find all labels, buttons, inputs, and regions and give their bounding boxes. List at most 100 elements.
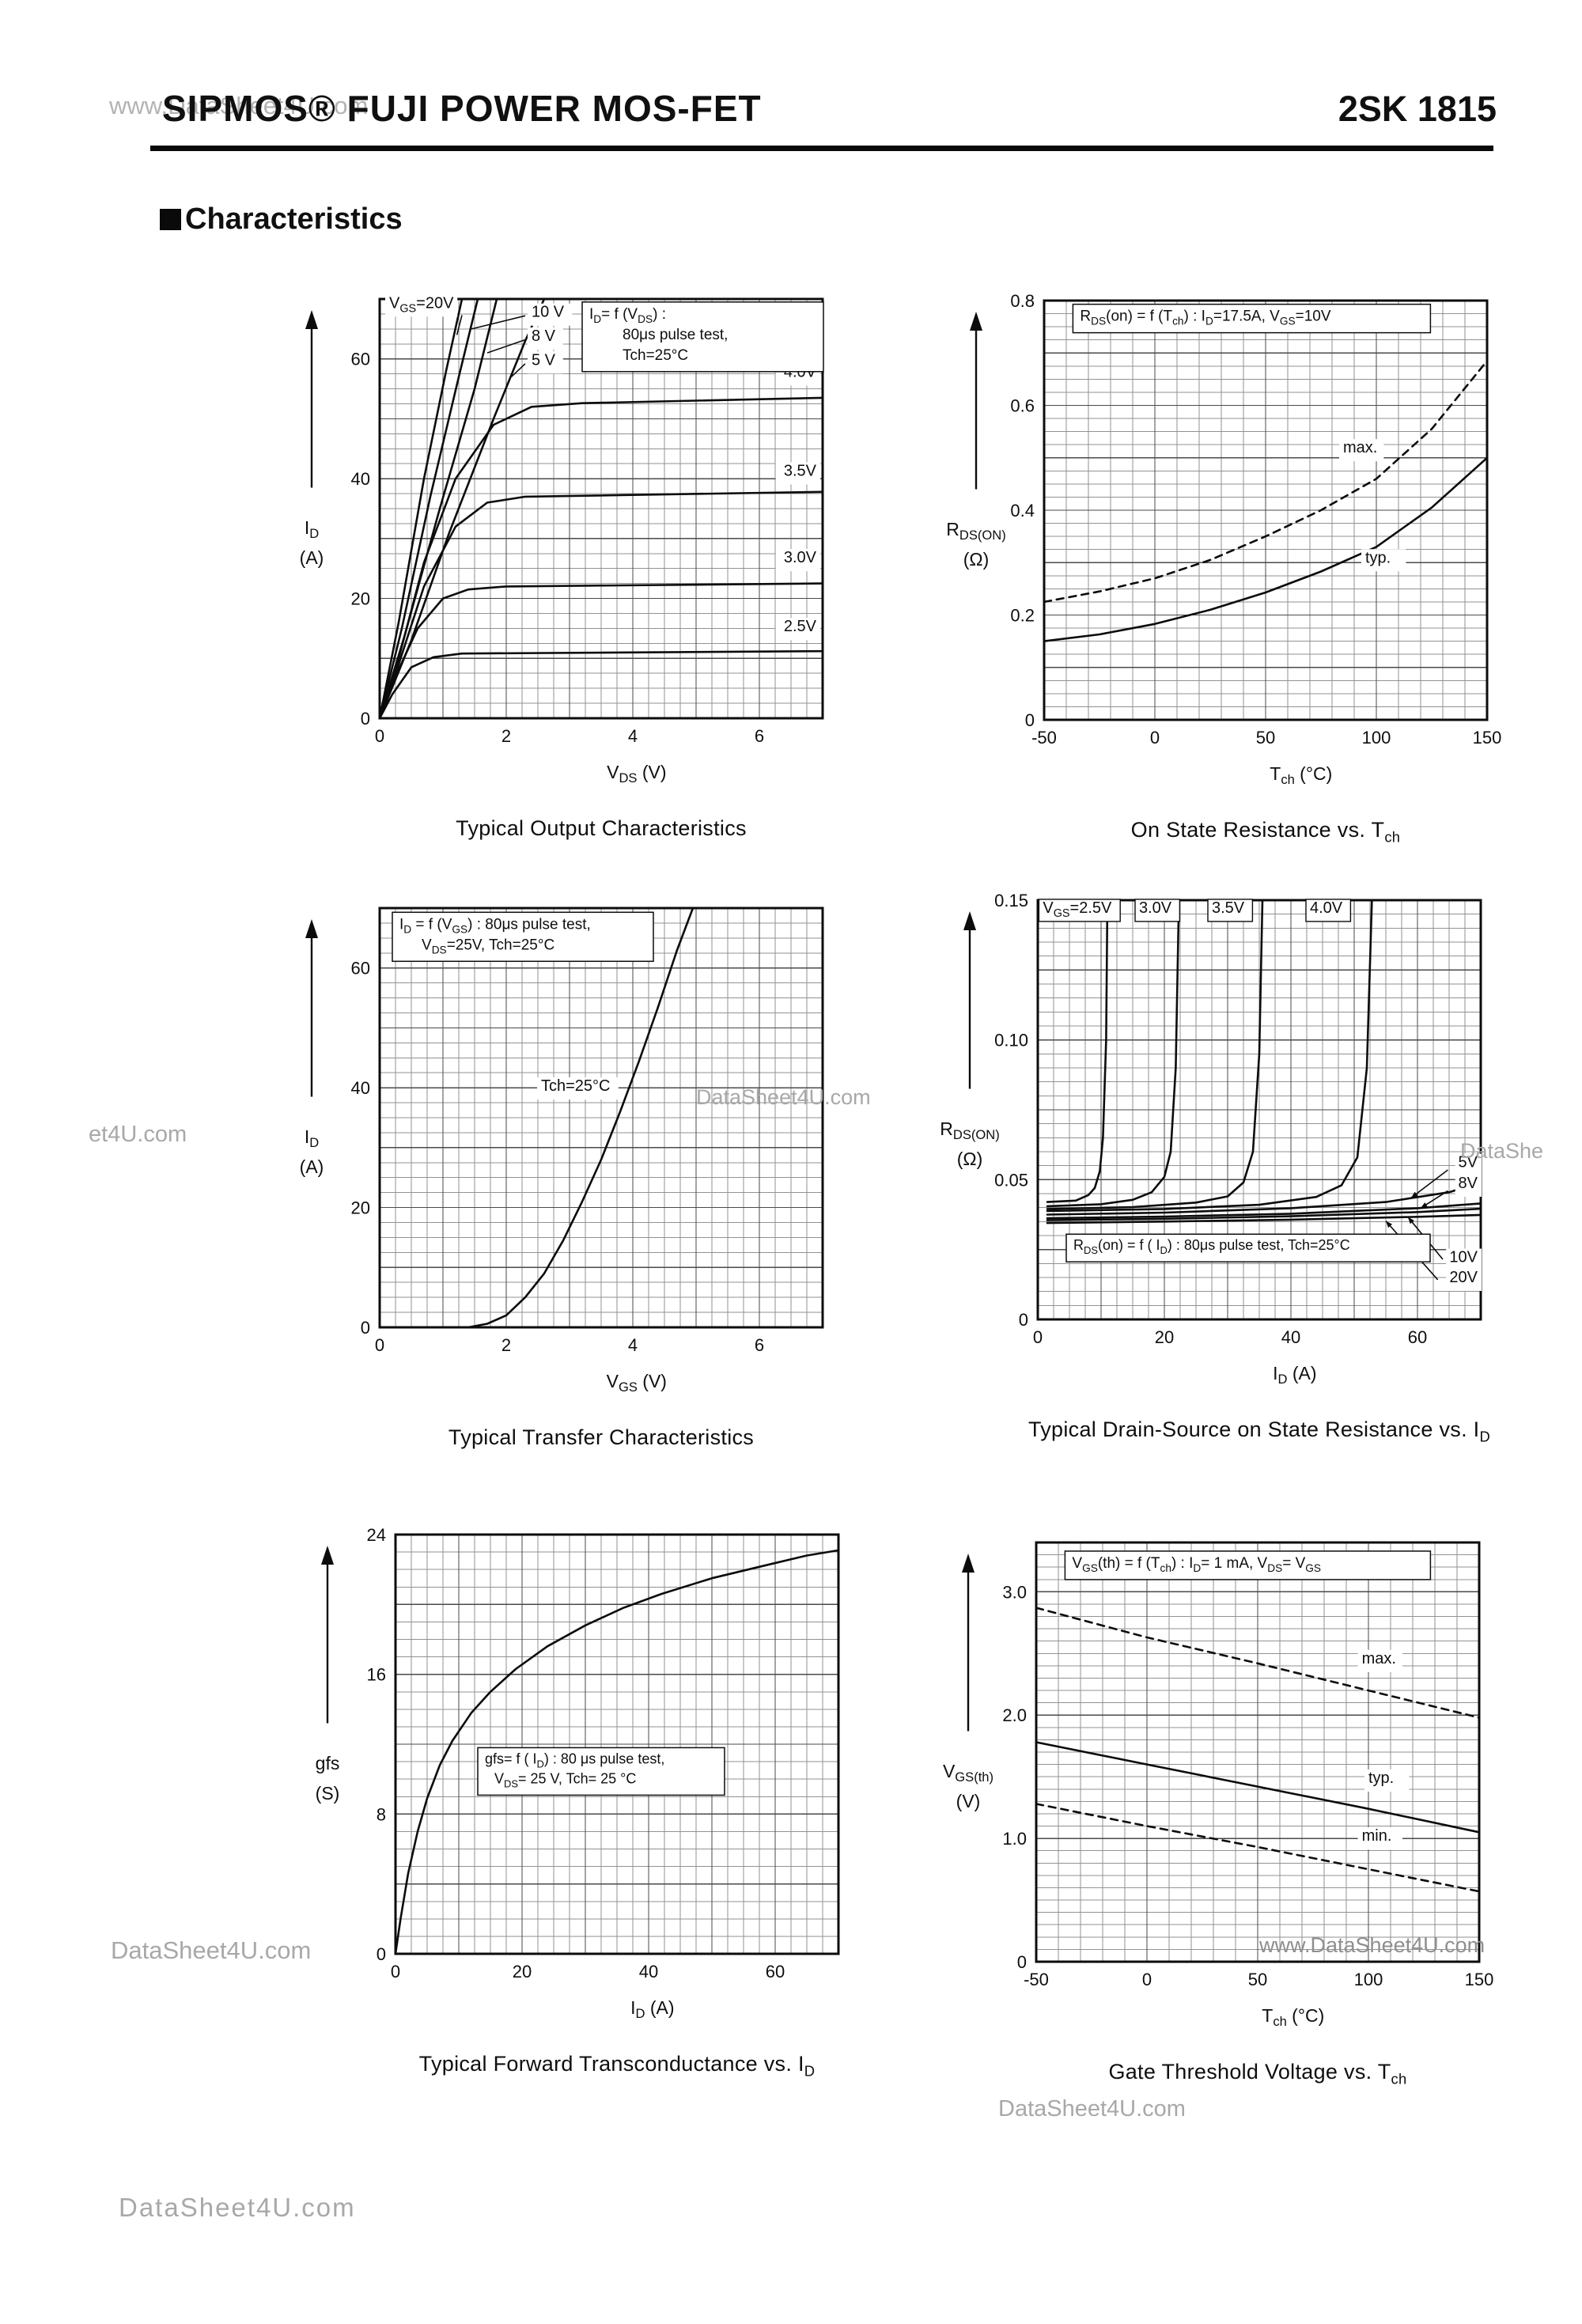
svg-text:ID: ID [305,1126,319,1150]
svg-text:VGS=2.5V: VGS=2.5V [1043,899,1112,920]
svg-text:Tch (°C): Tch (°C) [1262,2005,1324,2029]
svg-text:(Ω): (Ω) [963,549,990,570]
section-bullet-icon [160,209,181,230]
section-title: Characteristics [185,202,403,236]
chart-caption: Typical Transfer Characteristics [448,1425,755,1449]
svg-text:gfs: gfs [316,1753,340,1773]
svg-text:typ.: typ. [1365,549,1391,566]
chart-forward-transconductance: 0 20 40 60 0 8 16 24 gfs= f ( ID) : 80 μs pulse … [285,1503,889,2080]
chart-caption: Typical Forward Transconductance vs. ID [418,2052,816,2080]
svg-text:3.5V: 3.5V [1212,899,1245,917]
svg-text:80μs pulse test,: 80μs pulse test, [623,327,728,343]
svg-text:-50: -50 [1024,1970,1049,1989]
svg-text:(V): (V) [956,1791,981,1811]
svg-text:4: 4 [628,1335,638,1355]
svg-text:ID (A): ID (A) [1273,1363,1316,1387]
svg-text:1.0: 1.0 [1002,1829,1027,1849]
svg-text:0: 0 [361,709,370,729]
svg-text:150: 150 [1465,1970,1494,1989]
forward-transconductance-canvas: 0 20 40 60 0 8 16 24 gfs= f ( ID) : 80 μs pulse … [285,1503,889,2041]
svg-text:Tch=25°C: Tch=25°C [623,347,688,364]
chart-caption: Typical Output Characteristics [456,816,747,840]
part-number: 2SK 1815 [1338,89,1497,129]
svg-text:40: 40 [351,469,370,489]
svg-text:(A): (A) [300,1156,324,1177]
gate-threshold-voltage-canvas: -50 0 50 100 150 0 1.0 2.0 3.0 max. typ. min. VGS(th… [925,1511,1530,2049]
svg-text:ID: ID [305,517,319,541]
svg-text:20: 20 [1155,1327,1174,1347]
watermark-right-edge: DataShe [1460,1139,1544,1163]
header-rule [150,146,1493,151]
svg-text:0.8: 0.8 [1010,291,1035,311]
svg-text:60: 60 [351,350,370,369]
svg-text:RDS(ON): RDS(ON) [940,1118,999,1142]
svg-text:5V: 5V [1459,1153,1478,1171]
watermark-bottom-left: DataSheet4U.com [111,1936,312,1964]
svg-text:ID (A): ID (A) [630,1997,674,2021]
svg-text:VGS (V): VGS (V) [607,1371,667,1395]
svg-text:RDS(on) = f ( ID) : 80μs pulse: RDS(on) = f ( ID) : 80μs pulse test, Tch… [1073,1237,1350,1256]
svg-text:2.0: 2.0 [1002,1705,1027,1725]
svg-text:3.0V: 3.0V [1139,899,1172,917]
svg-text:-50: -50 [1031,728,1057,748]
svg-text:0: 0 [377,1944,386,1964]
page-title: SIPMOS® FUJI POWER MOS-FET [162,88,762,129]
svg-text:6: 6 [755,1335,764,1355]
svg-text:0.4: 0.4 [1010,501,1035,520]
svg-text:8: 8 [377,1804,386,1824]
svg-text:3.0: 3.0 [1002,1582,1027,1602]
svg-text:100: 100 [1354,1970,1383,1989]
svg-text:0.6: 0.6 [1010,396,1035,416]
watermark-below-caption: DataSheet4U.com [998,2096,1186,2122]
svg-text:ID= f (VDS) :: ID= f (VDS) : [589,306,666,325]
svg-text:0: 0 [1017,1952,1027,1972]
svg-text:3.0V: 3.0V [784,549,817,566]
rdson-vs-id-canvas: 0 20 40 60 0 0.05 0.10 0.15 VGS=2.5V 3.0V 3.5V 4.0V… [927,869,1531,1406]
watermark-left-edge: et4U.com [89,1122,187,1147]
svg-text:40: 40 [639,1962,658,1981]
svg-text:0.05: 0.05 [994,1170,1028,1190]
svg-text:RDS(ON): RDS(ON) [946,519,1005,543]
chart-caption: On State Resistance vs. Tch [1130,818,1401,846]
svg-text:VDS=25V, Tch=25°C: VDS=25V, Tch=25°C [422,937,554,956]
svg-text:typ.: typ. [1368,1769,1394,1787]
svg-text:0: 0 [361,1318,370,1338]
on-state-resistance-canvas: -50 0 50 100 150 0 0.2 0.4 0.6 0.8 max. typ. RDS(on)… [933,269,1538,807]
chart-rdson-vs-id: 0 20 40 60 0 0.05 0.10 0.15 VGS=2.5V 3.0V 3.5V 4.0V… [927,869,1531,1445]
chart-caption: Gate Threshold Voltage vs. Tch [1108,2060,1407,2087]
svg-text:VGS(th) = f (Tch) : ID= 1 mA,: VGS(th) = f (Tch) : ID= 1 mA, VDS= VGS [1072,1555,1321,1574]
watermark-middle: DataSheet4U.com [696,1085,871,1109]
watermark-bottom-right: www.DataSheet4U.com [1259,1933,1485,1957]
watermark-top: www.DataSheet4U.com [109,92,369,119]
svg-text:20: 20 [351,1198,370,1218]
svg-text:min.: min. [1362,1827,1392,1845]
svg-text:(S): (S) [316,1783,340,1804]
svg-text:0: 0 [375,1335,384,1355]
svg-text:60: 60 [351,959,370,978]
svg-text:20: 20 [513,1962,532,1981]
svg-text:0: 0 [1033,1327,1043,1347]
svg-text:VDS= 25 V, Tch= 25 °C: VDS= 25 V, Tch= 25 °C [494,1770,636,1789]
svg-text:20V: 20V [1449,1269,1478,1286]
svg-text:60: 60 [766,1962,785,1981]
svg-text:0: 0 [1150,728,1160,748]
svg-text:0: 0 [1019,1310,1028,1330]
svg-text:0.10: 0.10 [994,1031,1028,1050]
svg-text:50: 50 [1256,728,1275,748]
svg-text:VGS=20V: VGS=20V [389,294,454,315]
svg-text:RDS(on) = f (Tch) : ID=17.5A,: RDS(on) = f (Tch) : ID=17.5A, VGS=10V [1080,308,1330,327]
svg-text:40: 40 [351,1078,370,1098]
chart-on-state-resistance-vs-tch: -50 0 50 100 150 0 0.2 0.4 0.6 0.8 max. typ. RDS(on)… [933,269,1538,846]
svg-text:24: 24 [367,1525,386,1545]
svg-text:0: 0 [1142,1970,1152,1989]
chart-gate-threshold-voltage: -50 0 50 100 150 0 1.0 2.0 3.0 max. typ. min. VGS(th… [925,1511,1530,2087]
chart-transfer-characteristics: 0 2 4 6 0 20 40 60 Tch=25°C ID = f (VGS) : 80μs p… [269,876,873,1450]
transfer-characteristics-canvas: 0 2 4 6 0 20 40 60 Tch=25°C ID = f (VGS) : 80μs p… [269,876,873,1414]
watermark-footer: DataSheet4U.com [119,2193,356,2222]
svg-text:8V: 8V [1459,1175,1478,1192]
svg-text:2.5V: 2.5V [784,618,817,635]
svg-text:0.2: 0.2 [1010,606,1035,626]
